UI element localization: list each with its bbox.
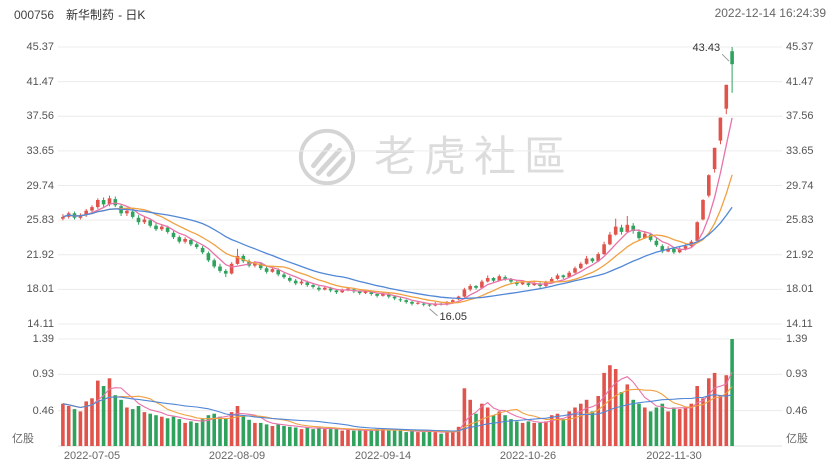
price-tick-label: 21.92: [26, 248, 54, 261]
candlestick-series: [61, 47, 734, 307]
price-tick-label: 25.83: [786, 214, 814, 227]
price-tick-label: 18.01: [26, 283, 54, 296]
volume-tick-label: 0.93: [32, 368, 54, 381]
price-tick-label: 29.74: [26, 179, 54, 192]
price-tick-label: 33.65: [26, 144, 54, 157]
price-tick-label: 33.65: [786, 144, 814, 157]
price-tick-label: 18.01: [786, 283, 814, 296]
volume-tick-label: 1.39: [786, 333, 808, 345]
chart-timestamp: 2022-12-14 16:24:39: [714, 6, 826, 20]
price-tick-label: 41.47: [26, 75, 54, 88]
ma20-line: [62, 206, 733, 300]
price-tick-label: 41.47: [786, 75, 814, 88]
date-tick-label: 2022-09-14: [354, 450, 412, 462]
price-tick-label: 45.37: [786, 41, 814, 53]
price-tick-label: 14.11: [27, 318, 54, 330]
volume-unit-left: 亿股: [12, 433, 34, 445]
price-tick-label: 45.37: [26, 41, 54, 53]
volume-tick-label: 0.46: [32, 404, 54, 417]
volume-bars: [61, 339, 734, 446]
price-tick-label: 21.92: [786, 248, 814, 261]
annotation-lines: [429, 53, 730, 317]
ma10-line: [62, 174, 733, 304]
volume-ma10-line: [62, 386, 733, 433]
stock-symbol: 000756: [14, 8, 55, 22]
volume-tick-label: 1.39: [32, 333, 54, 345]
price-tick-label: 37.56: [786, 110, 814, 123]
volume-unit-right: 亿股: [786, 433, 808, 445]
date-tick-label: 2022-08-09: [208, 450, 266, 462]
price-tick-label: 14.11: [786, 318, 813, 330]
chart-period-label: - 日K: [118, 8, 146, 22]
stock-title: 000756 新华制药 - 日K: [14, 6, 145, 23]
volume-tick-label: 0.93: [786, 368, 808, 381]
price-tick-label: 37.56: [26, 110, 54, 123]
date-tick-label: 2022-07-05: [63, 450, 121, 462]
volume-tick-label: 0.46: [786, 404, 808, 417]
volume-ma20-line: [62, 394, 733, 432]
low-price-annotation: 16.05: [439, 310, 468, 323]
ma5-line: [62, 117, 733, 305]
price-tick-label: 25.83: [26, 214, 54, 227]
date-tick-label: 2022-11-30: [646, 450, 702, 462]
stock-name: 新华制药: [66, 8, 115, 22]
price-tick-label: 29.74: [786, 179, 814, 192]
latest-price-annotation: 43.43: [692, 42, 721, 55]
date-tick-label: 2022-10-26: [499, 450, 557, 462]
